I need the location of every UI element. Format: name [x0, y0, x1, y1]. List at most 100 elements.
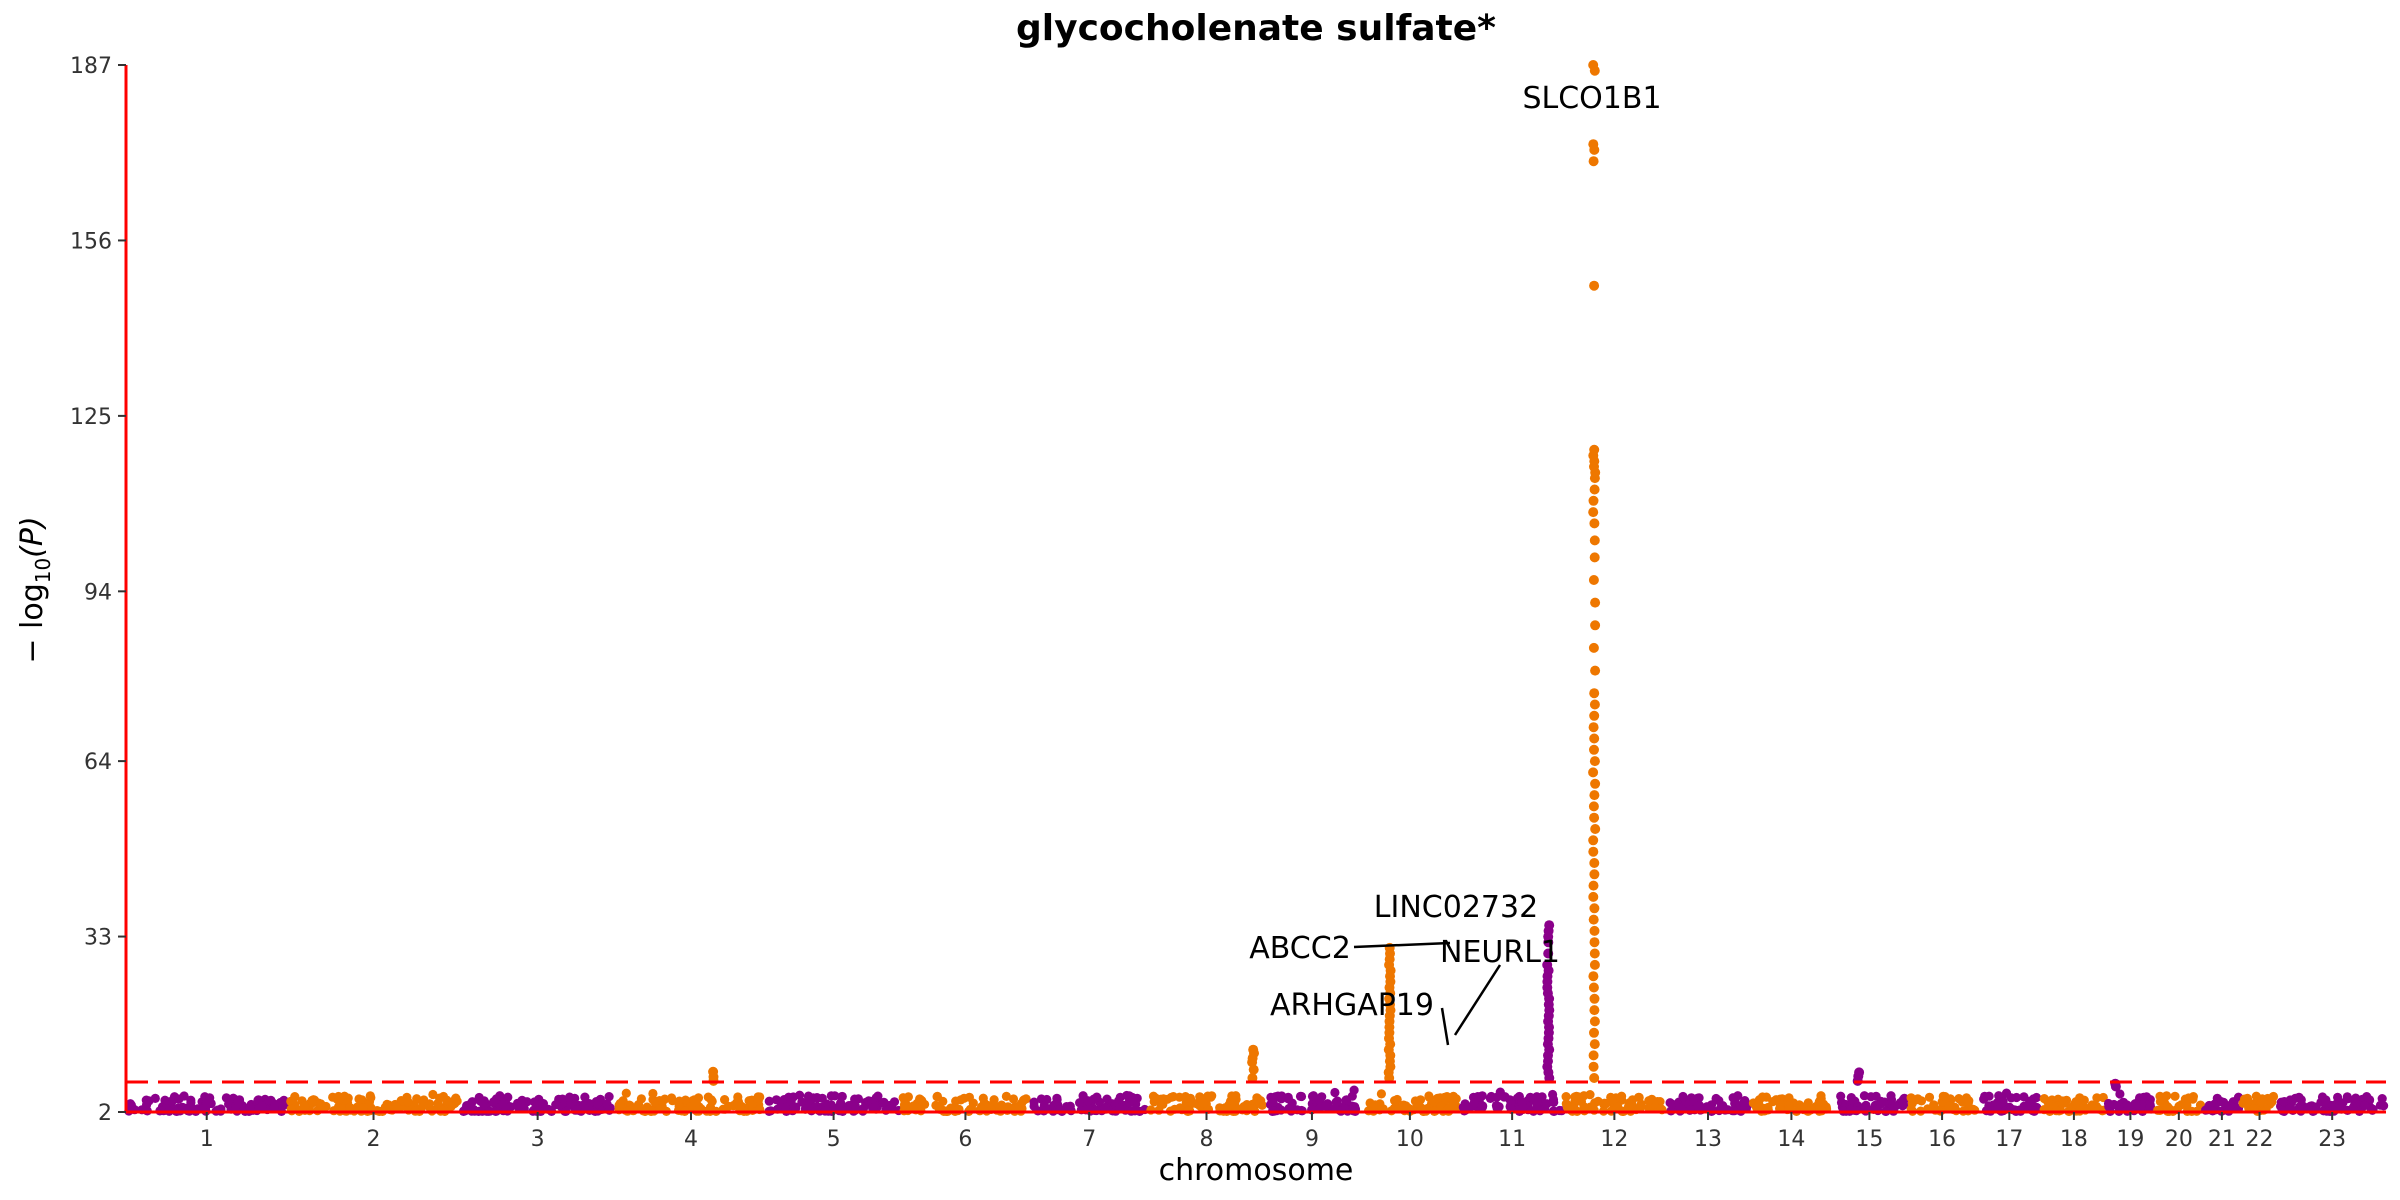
data-point: [1376, 1089, 1386, 1099]
peak-point: [1588, 971, 1599, 982]
data-point: [1938, 1091, 1948, 1101]
data-point: [233, 1097, 243, 1107]
y-axis-title-prefix: − log: [15, 583, 50, 663]
data-point: [604, 1092, 614, 1102]
data-point: [1115, 1103, 1125, 1113]
peak-point: [1589, 993, 1600, 1004]
x-tick-label: 22: [2246, 1127, 2274, 1152]
peak-point: [1589, 484, 1600, 495]
x-tick-label: 14: [1777, 1127, 1805, 1152]
data-point: [733, 1092, 743, 1102]
data-point: [812, 1093, 822, 1103]
data-point: [565, 1092, 575, 1102]
peak-point: [1543, 948, 1554, 959]
peak-point: [1589, 858, 1600, 868]
data-point: [1996, 1098, 2006, 1109]
data-point: [2153, 1105, 2163, 1115]
chromosome-10-peak: [1383, 942, 1396, 1083]
data-point: [365, 1091, 375, 1101]
data-point: [1542, 1099, 1552, 1109]
data-point: [1477, 1102, 1487, 1112]
data-point: [435, 1093, 445, 1103]
data-point: [1460, 1102, 1470, 1112]
annotation-label: LINC02732: [1374, 890, 1538, 925]
x-tick-label: 12: [1600, 1127, 1628, 1152]
data-point: [621, 1088, 631, 1098]
annotation-abcc2: ABCC2: [1249, 931, 1451, 966]
data-point: [1739, 1098, 1749, 1108]
data-point: [1029, 1097, 1039, 1107]
peak-point: [1589, 812, 1600, 823]
data-point: [1198, 1098, 1208, 1108]
peak-point: [1248, 1044, 1259, 1055]
data-point: [466, 1099, 476, 1109]
peak-point: [1588, 722, 1599, 733]
data-point: [1695, 1101, 1705, 1111]
data-point: [2377, 1094, 2387, 1104]
data-point: [703, 1092, 713, 1102]
data-point: [345, 1102, 355, 1112]
data-point: [1689, 1095, 1699, 1105]
data-point: [2131, 1099, 2141, 1110]
peak-point: [1588, 156, 1599, 167]
data-point: [2351, 1093, 2361, 1103]
data-point: [1151, 1093, 1161, 1103]
data-point: [908, 1101, 919, 1111]
data-point: [1158, 1094, 1169, 1104]
data-point: [1315, 1095, 1325, 1105]
data-point: [2268, 1092, 2278, 1102]
data-point: [1392, 1094, 1402, 1105]
data-point: [245, 1102, 255, 1112]
data-point: [1412, 1098, 1422, 1108]
data-point: [2103, 1098, 2114, 1109]
data-point: [899, 1100, 910, 1110]
y-axis-title: − log10(P): [15, 516, 55, 663]
data-point: [1636, 1102, 1646, 1112]
data-point: [391, 1102, 402, 1112]
data-point: [1944, 1101, 1954, 1111]
data-point: [903, 1092, 914, 1102]
data-point: [791, 1102, 801, 1112]
y-ticks: 2 33 64 94 125 156 187: [70, 54, 126, 1126]
data-point: [2145, 1101, 2156, 1112]
x-tick-label: 1: [200, 1127, 214, 1152]
data-point: [551, 1100, 561, 1110]
peak-point: [1589, 1016, 1600, 1027]
y-axis-title-subscript: 10: [31, 558, 55, 583]
annotation-label: NEURL1: [1440, 935, 1560, 970]
data-point: [693, 1093, 704, 1103]
x-ticks: 1 2 3 4 5 6 7 8 9 10 11 12 13 14 15 16 17 18 19 20 21 22 23: [200, 1112, 2346, 1152]
data-point: [837, 1092, 847, 1102]
data-point: [2058, 1096, 2068, 1106]
peak-point: [1590, 665, 1601, 676]
data-point: [2184, 1093, 2194, 1103]
data-point: [1491, 1100, 1501, 1111]
data-point: [604, 1105, 615, 1115]
data-point: [744, 1096, 754, 1106]
data-point: [2170, 1091, 2180, 1101]
data-point: [879, 1097, 889, 1107]
annotation-label: SLCO1B1: [1522, 81, 1661, 116]
data-point: [1866, 1092, 1876, 1102]
data-point: [2333, 1092, 2343, 1102]
data-point: [2163, 1102, 2173, 1113]
x-tick-label: 4: [684, 1127, 698, 1152]
data-point: [1442, 1092, 1452, 1102]
x-tick-label: 20: [2165, 1127, 2193, 1152]
data-point: [1579, 1102, 1589, 1112]
data-point: [1814, 1097, 1824, 1107]
data-point: [2115, 1089, 2125, 1099]
data-point: [1469, 1098, 1479, 1108]
peak-point: [1247, 1073, 1258, 1083]
data-point: [1607, 1095, 1617, 1105]
data-point: [1984, 1101, 1994, 1111]
data-point: [1678, 1091, 1688, 1102]
data-point: [224, 1099, 234, 1109]
data-point: [1296, 1091, 1307, 1102]
chart-title: glycocholenate sulfate*: [1016, 8, 1496, 49]
peak-point: [1588, 835, 1599, 846]
data-point: [1876, 1099, 1886, 1109]
data-point: [2182, 1100, 2192, 1110]
chromosome-17-points: [1979, 1088, 2042, 1116]
peak-point: [1589, 280, 1600, 291]
